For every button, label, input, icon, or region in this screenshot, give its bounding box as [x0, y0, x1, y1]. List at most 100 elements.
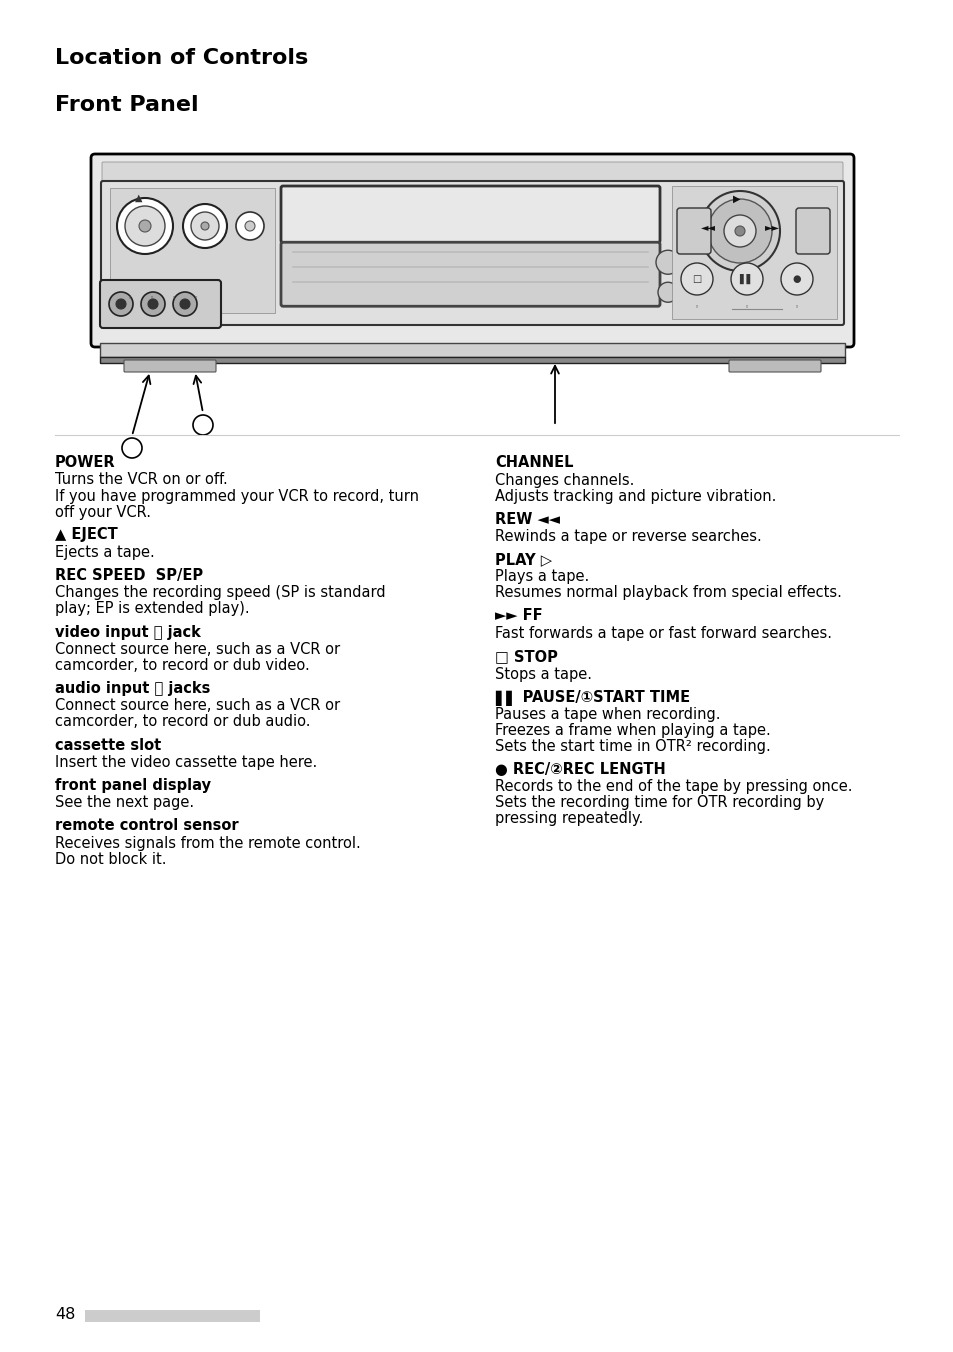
Text: play; EP is extended play).: play; EP is extended play). — [55, 602, 250, 617]
Text: CHANNEL: CHANNEL — [495, 456, 573, 470]
Text: Sets the recording time for OTR recording by: Sets the recording time for OTR recordin… — [495, 795, 823, 810]
Circle shape — [730, 264, 762, 295]
Text: Receives signals from the remote control.: Receives signals from the remote control… — [55, 836, 360, 850]
Text: audio input Ⓒ jacks: audio input Ⓒ jacks — [55, 681, 211, 696]
Text: ►►: ►► — [763, 222, 779, 233]
Text: PLAY ▷: PLAY ▷ — [495, 552, 552, 566]
Text: ◄◄: ◄◄ — [700, 222, 715, 233]
Circle shape — [172, 292, 196, 316]
Text: video input Ⓒ jack: video input Ⓒ jack — [55, 625, 201, 639]
Text: ◦: ◦ — [794, 304, 799, 310]
Text: ▌▌ PAUSE/①START TIME: ▌▌ PAUSE/①START TIME — [495, 690, 689, 706]
Text: ◦: ◦ — [694, 304, 699, 310]
Text: Stops a tape.: Stops a tape. — [495, 667, 592, 681]
Text: Location of Controls: Location of Controls — [55, 49, 308, 68]
Circle shape — [201, 222, 209, 230]
Circle shape — [148, 281, 156, 289]
Text: See the next page.: See the next page. — [55, 795, 193, 810]
Text: pressing repeatedly.: pressing repeatedly. — [495, 811, 642, 826]
Circle shape — [126, 281, 133, 289]
Text: REW ◄◄: REW ◄◄ — [495, 511, 559, 526]
Circle shape — [656, 250, 679, 274]
Text: Pauses a tape when recording.: Pauses a tape when recording. — [495, 707, 720, 722]
Circle shape — [122, 438, 142, 458]
Text: ▲ EJECT: ▲ EJECT — [55, 527, 117, 542]
Text: ◦: ◦ — [128, 295, 132, 301]
FancyBboxPatch shape — [281, 242, 659, 307]
Circle shape — [235, 212, 264, 241]
Text: ●: ● — [792, 274, 801, 284]
Text: Resumes normal playback from special effects.: Resumes normal playback from special eff… — [495, 585, 841, 600]
FancyBboxPatch shape — [124, 360, 215, 372]
Circle shape — [658, 283, 678, 303]
Text: ◦: ◦ — [744, 304, 748, 310]
Text: ◦: ◦ — [150, 295, 153, 301]
Text: ◦: ◦ — [193, 295, 198, 301]
Circle shape — [680, 264, 712, 295]
Text: ▲: ▲ — [135, 193, 142, 203]
FancyBboxPatch shape — [101, 181, 843, 324]
Text: Connect source here, such as a VCR or: Connect source here, such as a VCR or — [55, 699, 340, 714]
Circle shape — [141, 292, 165, 316]
Circle shape — [723, 215, 755, 247]
Bar — [110, 188, 274, 314]
Circle shape — [180, 299, 190, 310]
Text: Rewinds a tape or reverse searches.: Rewinds a tape or reverse searches. — [495, 529, 760, 544]
Text: Fast forwards a tape or fast forward searches.: Fast forwards a tape or fast forward sea… — [495, 626, 831, 641]
Circle shape — [734, 226, 744, 237]
Text: Front Panel: Front Panel — [55, 95, 198, 115]
Circle shape — [707, 199, 771, 264]
Text: REC SPEED  SP/EP: REC SPEED SP/EP — [55, 568, 203, 583]
Text: Sets the start time in OTR² recording.: Sets the start time in OTR² recording. — [495, 740, 770, 754]
Circle shape — [125, 206, 165, 246]
Circle shape — [183, 204, 227, 247]
Text: □: □ — [692, 274, 700, 284]
Circle shape — [148, 299, 158, 310]
Bar — [100, 357, 844, 362]
Circle shape — [170, 281, 178, 289]
Circle shape — [700, 191, 780, 270]
Circle shape — [193, 415, 213, 435]
Bar — [671, 187, 836, 319]
Text: Plays a tape.: Plays a tape. — [495, 569, 589, 584]
Text: Ejects a tape.: Ejects a tape. — [55, 545, 154, 560]
Text: Insert the video cassette tape here.: Insert the video cassette tape here. — [55, 754, 317, 771]
Text: ▌▌: ▌▌ — [739, 274, 754, 284]
Circle shape — [192, 281, 200, 289]
Text: Do not block it.: Do not block it. — [55, 852, 167, 867]
Text: Freezes a frame when playing a tape.: Freezes a frame when playing a tape. — [495, 723, 770, 738]
FancyBboxPatch shape — [728, 360, 821, 372]
Circle shape — [117, 197, 172, 254]
Text: Changes channels.: Changes channels. — [495, 472, 634, 488]
FancyBboxPatch shape — [281, 187, 659, 242]
FancyBboxPatch shape — [100, 280, 221, 329]
Bar — [100, 343, 844, 357]
Text: front panel display: front panel display — [55, 777, 211, 794]
Text: If you have programmed your VCR to record, turn: If you have programmed your VCR to recor… — [55, 488, 418, 503]
Bar — [85, 1310, 260, 1322]
Text: Adjusts tracking and picture vibration.: Adjusts tracking and picture vibration. — [495, 488, 776, 503]
Text: ◦: ◦ — [172, 295, 176, 301]
Text: Connect source here, such as a VCR or: Connect source here, such as a VCR or — [55, 642, 340, 657]
FancyBboxPatch shape — [102, 162, 842, 184]
Text: ● REC/②REC LENGTH: ● REC/②REC LENGTH — [495, 763, 665, 777]
Text: Records to the end of the tape by pressing once.: Records to the end of the tape by pressi… — [495, 780, 852, 795]
Circle shape — [191, 212, 219, 241]
Text: off your VCR.: off your VCR. — [55, 504, 151, 519]
Text: ►► FF: ►► FF — [495, 608, 542, 623]
Text: Turns the VCR on or off.: Turns the VCR on or off. — [55, 472, 228, 488]
Text: □ STOP: □ STOP — [495, 649, 558, 664]
Circle shape — [245, 220, 254, 231]
Circle shape — [109, 292, 132, 316]
Text: camcorder, to record or dub audio.: camcorder, to record or dub audio. — [55, 714, 310, 730]
FancyBboxPatch shape — [795, 208, 829, 254]
Circle shape — [139, 220, 151, 233]
Text: POWER: POWER — [55, 456, 115, 470]
Text: 48: 48 — [55, 1307, 75, 1322]
FancyBboxPatch shape — [677, 208, 710, 254]
Text: ▶: ▶ — [733, 193, 740, 204]
FancyBboxPatch shape — [91, 154, 853, 347]
Circle shape — [781, 264, 812, 295]
Text: Changes the recording speed (SP is standard: Changes the recording speed (SP is stand… — [55, 585, 385, 600]
Text: cassette slot: cassette slot — [55, 737, 161, 753]
